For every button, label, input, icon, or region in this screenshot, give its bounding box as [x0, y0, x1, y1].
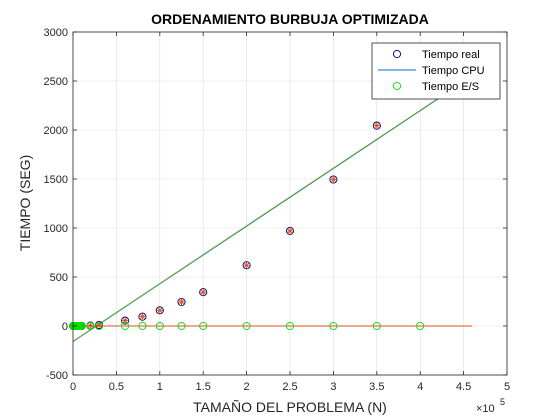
legend-marker-swatch: [392, 49, 402, 59]
tick-labels: 0 0.5 1 1.5 2 2.5 3 3.5 4 4.5 5-500050010001500200…: [44, 27, 511, 393]
data-point-star: [243, 262, 250, 269]
data-point-circle: [138, 321, 147, 331]
data-point-star: [286, 227, 294, 235]
y-axis-label: TIEMPO (SEG): [17, 155, 33, 251]
series-line: [72, 78, 469, 342]
x-exponent-power: 5: [500, 397, 505, 407]
ticks: [72, 31, 508, 376]
y-tick-label: 2000: [44, 125, 68, 137]
legend-label: Tiempo CPU: [422, 65, 485, 77]
y-tick-label: 1500: [44, 174, 68, 186]
x-tick-label: 0.5: [109, 381, 124, 393]
data-point-star: [87, 322, 94, 329]
x-tick-label: 1.5: [196, 381, 211, 393]
x-tick-label: 4.5: [456, 381, 471, 393]
legend-entry: Tiempo real: [392, 49, 480, 61]
data-point-star: [373, 122, 380, 129]
x-tick-label: 2.5: [282, 381, 297, 393]
data-point-circle: [177, 321, 186, 331]
y-tick-label: -500: [46, 370, 68, 382]
data-point-circle: [372, 121, 381, 130]
legend-entry: Tiempo CPU: [378, 65, 485, 77]
data-point-star: [178, 298, 185, 306]
data-point-circle: [121, 316, 130, 325]
data-point-circle: [199, 321, 208, 331]
data-point-star: [330, 176, 337, 183]
data-point-star: [121, 317, 129, 324]
legend-label: Tiempo E/S: [422, 81, 479, 93]
data-point-circle: [94, 321, 104, 331]
data-point-circle: [155, 321, 164, 331]
y-tick-label: 3000: [44, 27, 68, 39]
x-axis-label: TAMAÑO DEL PROBLEMA (N): [193, 399, 387, 415]
series-layer: [69, 78, 473, 343]
y-tick-label: 1000: [44, 223, 68, 235]
data-point-circle: [138, 312, 147, 321]
x-tick-label: 5: [504, 381, 510, 393]
data-point-circle: [285, 321, 295, 331]
data-point-circle: [121, 321, 130, 331]
x-tick-label: 1: [157, 381, 163, 393]
legend-marker-swatch: [392, 81, 402, 91]
y-tick-label: 0: [62, 321, 68, 333]
x-tick-label: 0: [70, 381, 76, 393]
x-tick-label: 3.5: [369, 381, 384, 393]
y-tick-label: 500: [50, 272, 68, 284]
chart-title: ORDENAMIENTO BURBUJA OPTIMIZADA: [151, 11, 429, 27]
data-point-circle: [372, 321, 381, 331]
data-point-circle: [177, 297, 186, 307]
legend-label: Tiempo real: [422, 49, 480, 61]
data-point-star: [95, 321, 103, 329]
data-point-circle: [242, 261, 251, 270]
x-tick-label: 2: [244, 381, 250, 393]
data-point-star: [139, 313, 146, 320]
data-point-circle: [329, 321, 338, 331]
data-point-circle: [285, 226, 295, 235]
x-exponent-label: ×10: [476, 403, 495, 415]
data-point-star: [200, 288, 207, 296]
data-point-circle: [329, 175, 338, 184]
y-tick-label: 2500: [44, 76, 68, 88]
data-point-circle: [155, 306, 164, 315]
data-point-star: [156, 307, 163, 314]
legend: Tiempo real Tiempo CPU Tiempo E/S: [371, 42, 501, 100]
data-point-circle: [242, 321, 251, 331]
x-tick-label: 4: [417, 381, 423, 393]
data-point-circle: [77, 321, 86, 331]
data-point-circle: [416, 321, 425, 331]
data-point-circle: [199, 288, 208, 297]
x-tick-label: 3: [330, 381, 336, 393]
data-point-circle: [86, 321, 95, 331]
legend-entry: Tiempo E/S: [392, 81, 479, 93]
